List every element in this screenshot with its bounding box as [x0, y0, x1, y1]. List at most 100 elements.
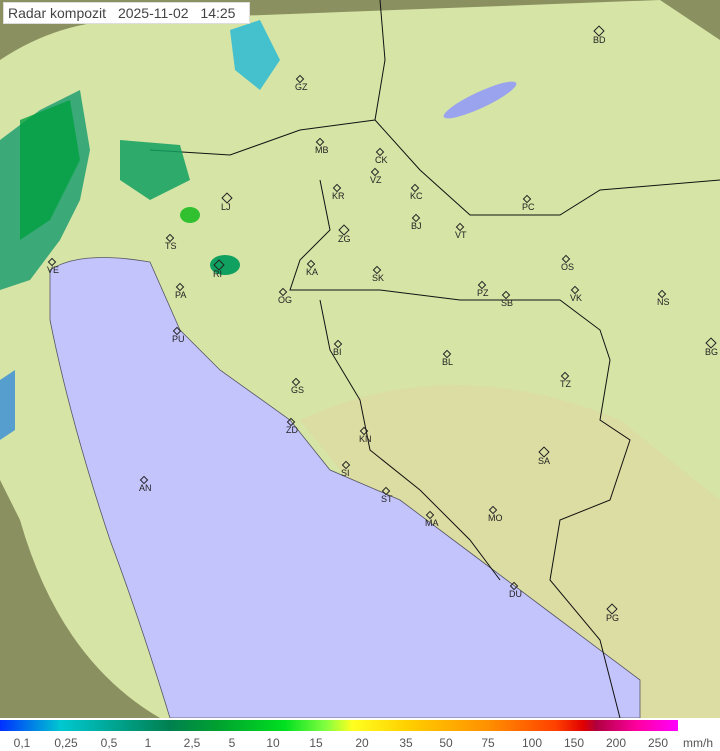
city-label: MA [425, 518, 439, 528]
city-label: KC [410, 191, 423, 201]
legend-tick-label: 1 [144, 736, 152, 750]
city-marker: KR [332, 183, 345, 201]
city-label: PZ [477, 288, 489, 298]
legend-tick-label: 150 [563, 736, 585, 750]
city-label: BJ [411, 221, 422, 231]
city-marker: KC [410, 183, 423, 201]
city-label: ZD [286, 425, 298, 435]
city-label: OS [561, 262, 575, 272]
city-marker: VT [455, 222, 467, 240]
city-label: VT [455, 230, 467, 240]
city-label: AN [139, 483, 152, 493]
city-marker: DU [509, 581, 522, 599]
city-marker: KN [359, 426, 372, 444]
city-label: BG [705, 347, 719, 357]
city-marker: VE [47, 257, 59, 275]
legend-tick-label: 15 [309, 736, 323, 750]
city-label: SB [501, 298, 514, 308]
city-marker: ZG [338, 224, 351, 244]
city-label: OG [278, 295, 293, 305]
city-marker: ST [381, 486, 393, 504]
city-marker: VZ [370, 167, 382, 185]
city-label: RI [213, 269, 222, 279]
city-marker: VK [570, 285, 582, 303]
city-marker: OG [278, 287, 292, 305]
lake-balaton [443, 81, 517, 119]
city-marker: NS [657, 289, 670, 307]
city-label: SI [341, 468, 350, 478]
city-label: VE [47, 265, 60, 275]
city-marker: TZ [560, 371, 571, 389]
city-marker: PG [606, 603, 619, 623]
city-marker: SK [372, 265, 384, 283]
city-label: CK [375, 155, 388, 165]
city-marker: MB [315, 137, 329, 155]
legend-tick-label: 0,1 [13, 736, 31, 750]
city-label: PU [172, 334, 185, 344]
title: Radar kompozit [8, 5, 107, 21]
city-label: PG [606, 613, 620, 623]
city-marker: ZD [286, 417, 298, 435]
legend-tick-label: 0,25 [54, 736, 78, 750]
city-label: VK [570, 293, 583, 303]
time: 14:25 [200, 5, 236, 21]
city-label: BI [333, 347, 342, 357]
city-label: ZG [338, 234, 351, 244]
city-marker: SA [538, 446, 550, 466]
city-label: KR [332, 191, 345, 201]
city-marker: AN [139, 475, 152, 493]
terrain-highlands [300, 385, 720, 718]
borders [149, 0, 720, 718]
legend-tick-label: 50 [439, 736, 453, 750]
city-marker: PA [175, 282, 186, 300]
city-label: LJ [221, 202, 231, 212]
precipitation-legend: 0,1 0,25 0,5 1 2,5 5 10 15 20 35 50 75 100 150 200 250 … [0, 718, 720, 751]
title-bar: Radar kompozit 2025-11-02 14:25 [3, 2, 251, 24]
legend-tick-label: 100 [521, 736, 543, 750]
city-marker: TS [165, 233, 177, 251]
city-marker: CK [375, 147, 388, 165]
legend-tick-label: 2,5 [183, 736, 201, 750]
city-label: KA [306, 267, 319, 277]
city-label: SK [372, 273, 385, 283]
city-marker: BG [705, 337, 718, 357]
city-label: TS [165, 241, 177, 251]
color-scale-bar [0, 720, 678, 731]
adriatic-sea [49, 257, 641, 718]
city-label: VZ [370, 175, 382, 185]
city-label: TZ [560, 379, 571, 389]
city-label: MB [315, 145, 329, 155]
city-label: ST [381, 494, 393, 504]
city-marker: BJ [411, 213, 422, 231]
city-marker: GS [291, 377, 304, 395]
radar-map [0, 0, 720, 718]
city-label: BL [442, 357, 454, 367]
city-label: BD [593, 35, 606, 45]
legend-tick-label: 35 [399, 736, 413, 750]
legend-tick-label: 5 [228, 736, 236, 750]
city-label: NS [657, 297, 670, 307]
precipitation-echoes [0, 20, 280, 440]
legend-tick-label: 20 [355, 736, 369, 750]
city-label: PA [175, 290, 187, 300]
city-label: GS [291, 385, 305, 395]
legend-unit: mm/h [683, 736, 713, 750]
city-marker: KA [306, 259, 318, 277]
city-label: SA [538, 456, 551, 466]
city-marker: MA [425, 510, 439, 528]
legend-tick-label: 0,5 [100, 736, 118, 750]
date: 2025-11-02 [117, 5, 189, 21]
city-label: GZ [295, 82, 308, 92]
city-marker: PZ [477, 280, 489, 298]
city-marker: BL [442, 349, 453, 367]
legend-tick-label: 10 [266, 736, 280, 750]
city-marker: SB [501, 290, 513, 308]
city-marker: BI [333, 339, 343, 357]
city-marker: PU [172, 326, 185, 344]
city-marker: MO [488, 505, 503, 523]
city-marker: SI [341, 460, 351, 478]
city-label: MO [488, 513, 503, 523]
city-marker: OS [561, 254, 574, 272]
legend-tick-label: 200 [605, 736, 627, 750]
